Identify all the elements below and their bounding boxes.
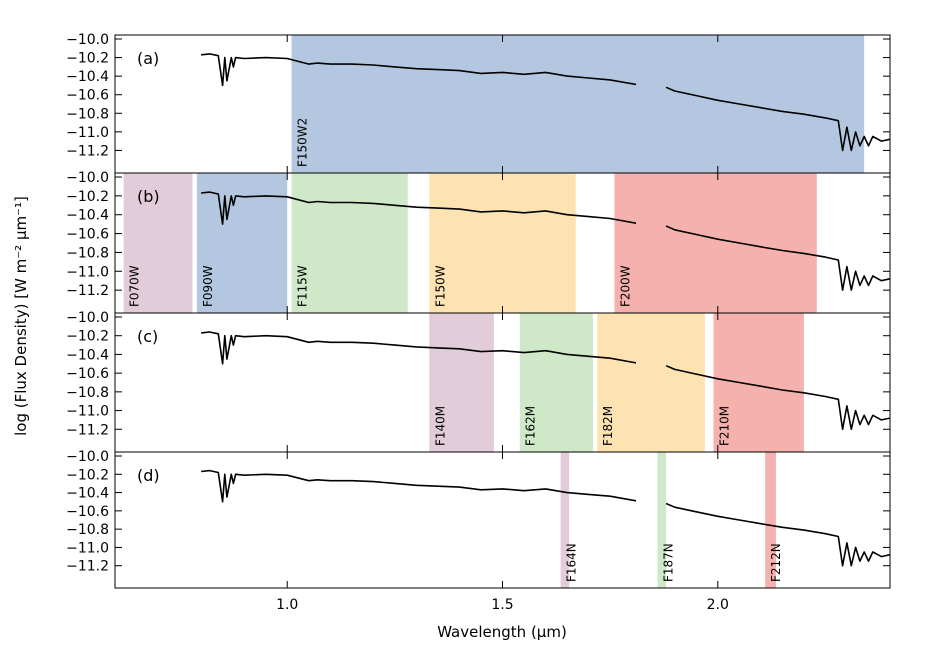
filter-band [713, 313, 804, 452]
y-tick-label: −10.6 [66, 227, 109, 243]
filter-band [765, 452, 776, 588]
filter-band [560, 452, 570, 588]
filter-band-label: F210M [718, 406, 732, 446]
y-tick-label: −10.2 [66, 329, 109, 345]
y-tick-label: −10.4 [66, 347, 109, 363]
filter-band [429, 313, 494, 452]
spectrum-line [665, 86, 891, 152]
spectrum-line [665, 502, 891, 567]
filter-band [291, 173, 408, 313]
y-tick-label: −10.6 [66, 504, 109, 520]
panel-label: (b) [137, 187, 160, 206]
y-tick-label: −10.0 [66, 32, 109, 48]
panel-label: (c) [137, 327, 158, 346]
y-tick-label: −10.2 [66, 51, 109, 67]
y-tick-label: −10.4 [66, 486, 109, 502]
y-tick-label: −10.2 [66, 189, 109, 205]
spectrum-line [201, 331, 637, 365]
filter-band-label: F115W [296, 265, 310, 307]
spectrum-line [665, 225, 891, 291]
panel-1: F150W2 −10.0 −10.2 −10.4 −10.6 −10.8 −11.0 −11.… [66, 32, 891, 174]
filter-band-label: F090W [201, 265, 215, 307]
filter-band [291, 35, 865, 173]
spectrum-line [201, 469, 637, 503]
y-tick-label: −10.8 [66, 106, 109, 122]
y-tick-label: −11.0 [66, 125, 109, 141]
spectrum-line [201, 53, 637, 87]
y-tick-label: −10.0 [66, 449, 109, 465]
spectrum-line [665, 364, 891, 431]
y-axis-label: log (Flux Density) [W m⁻² μm⁻¹] [12, 196, 30, 436]
y-tick-label: −11.0 [66, 540, 109, 556]
filter-band-label: F212N [769, 543, 783, 582]
x-axis: 1.0 1.5 2.0 [276, 597, 729, 613]
filter-band [123, 173, 193, 313]
filter-band-label: F182M [601, 406, 615, 446]
filter-band [614, 173, 817, 313]
panel-label: (d) [137, 466, 160, 485]
panel-label: (a) [137, 49, 159, 68]
y-tick-label: −10.8 [66, 245, 109, 261]
panel-2: F070W F090W F115W F150W F200W −10.0 −10.2 −10.4… [66, 170, 891, 314]
y-tick-label: −10.8 [66, 385, 109, 401]
y-tick-label: −11.0 [66, 404, 109, 420]
y-tick-label: −10.6 [66, 366, 109, 382]
y-tick-label: −10.0 [66, 310, 109, 326]
panel-4: F164N F187N F212N −10.0 −10.2 −10.4 −10.6 −10.8… [66, 449, 891, 589]
y-tick-label: −11.2 [66, 559, 109, 575]
filter-band-label: F150W2 [296, 118, 310, 167]
panel-3: F140M F162M F182M F210M −10.0 −10.2 −10.4 −10.6… [66, 310, 891, 453]
filter-band [597, 313, 705, 452]
filter-band-label: F164N [565, 543, 579, 582]
y-tick-label: −10.0 [66, 170, 109, 186]
y-tick-label: −11.2 [66, 283, 109, 299]
filter-band-label: F200W [618, 265, 632, 307]
panels: F150W2 −10.0 −10.2 −10.4 −10.6 −10.8 −11.0 −11.… [66, 32, 891, 589]
y-tick-label: −11.2 [66, 143, 109, 159]
filter-band-label: F140M [433, 406, 447, 446]
filter-band-label: F150W [433, 265, 447, 307]
x-axis-label: Wavelength (μm) [437, 623, 567, 641]
filter-band [519, 313, 593, 452]
filter-band-label: F070W [128, 265, 142, 307]
x-tick-label: 1.0 [276, 597, 298, 613]
x-tick-label: 1.5 [491, 597, 513, 613]
y-tick-label: −10.6 [66, 88, 109, 104]
y-tick-label: −10.4 [66, 208, 109, 224]
filter-band-label: F187N [662, 543, 676, 582]
spectrum-line [201, 191, 637, 225]
y-tick-label: −11.2 [66, 422, 109, 438]
filter-band-label: F162M [524, 406, 538, 446]
filter-band [429, 173, 576, 313]
y-tick-label: −11.0 [66, 264, 109, 280]
y-tick-label: −10.8 [66, 522, 109, 538]
filter-band [657, 452, 667, 588]
y-tick-label: −10.2 [66, 467, 109, 483]
y-tick-label: −10.4 [66, 69, 109, 85]
x-tick-label: 2.0 [707, 597, 729, 613]
